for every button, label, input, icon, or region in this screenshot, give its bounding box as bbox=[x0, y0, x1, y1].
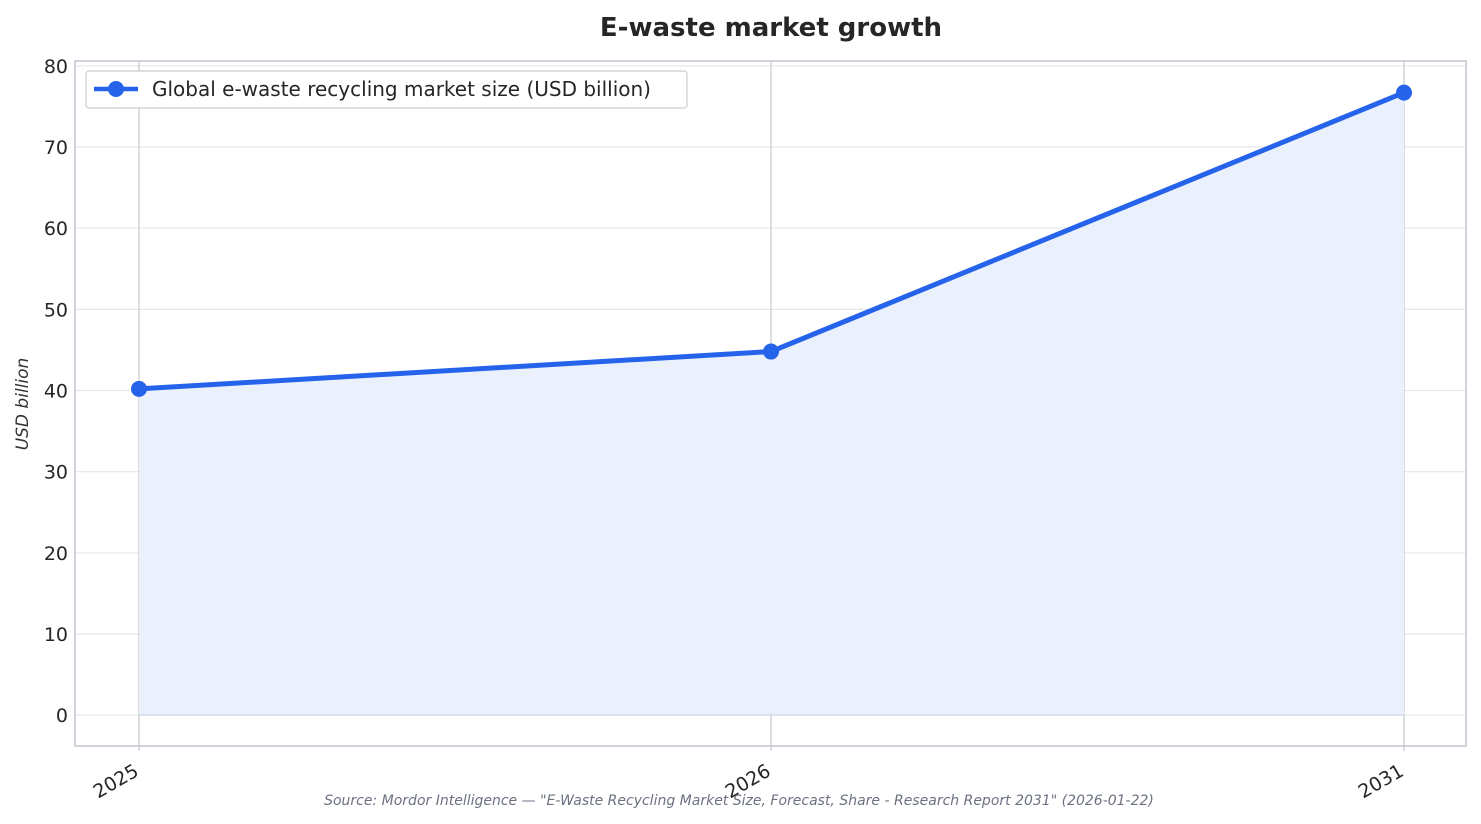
chart-title: E-waste market growth bbox=[600, 13, 942, 43]
y-tick-label: 40 bbox=[44, 381, 68, 403]
y-tick-label: 30 bbox=[44, 462, 68, 484]
line-layer bbox=[131, 84, 1412, 397]
y-tick-label: 0 bbox=[56, 705, 68, 727]
y-tick-label: 60 bbox=[44, 218, 68, 240]
plot-frame bbox=[74, 60, 1467, 747]
series-area-fill bbox=[139, 92, 1404, 716]
y-tick-label: 50 bbox=[44, 299, 68, 321]
y-tick-label: 70 bbox=[44, 137, 68, 159]
y-axis-label: USD billion bbox=[13, 358, 33, 451]
legend-box bbox=[85, 70, 688, 109]
source-note: Source: Mordor Intelligence — "E-Waste R… bbox=[324, 793, 1154, 809]
y-tick-label: 80 bbox=[44, 56, 68, 78]
legend-marker-swatch bbox=[108, 81, 124, 97]
data-point bbox=[131, 380, 147, 397]
x-tick-label: 2025 bbox=[90, 760, 143, 803]
legend: Global e-waste recycling market size (US… bbox=[85, 70, 688, 109]
x-tick-label: 2031 bbox=[1355, 760, 1408, 803]
data-point bbox=[1396, 84, 1412, 101]
legend-label: Global e-waste recycling market size (US… bbox=[152, 77, 651, 101]
area-layer bbox=[139, 92, 1404, 716]
y-tick-label: 20 bbox=[44, 543, 68, 565]
y-tick-label: 10 bbox=[44, 624, 68, 646]
data-point bbox=[763, 343, 779, 360]
